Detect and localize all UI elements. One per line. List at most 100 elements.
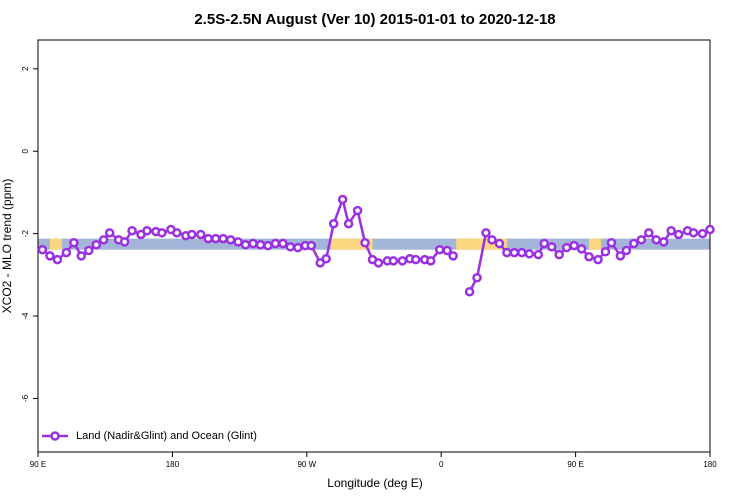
point bbox=[688, 228, 699, 238]
point bbox=[255, 240, 266, 250]
point bbox=[37, 244, 48, 255]
point bbox=[172, 228, 182, 238]
point bbox=[61, 247, 72, 258]
y-tick-label: 2 bbox=[21, 66, 30, 71]
x-tick-label: 0 bbox=[439, 460, 444, 469]
point bbox=[285, 242, 296, 252]
land-segment bbox=[49, 238, 62, 250]
point bbox=[127, 226, 137, 236]
point bbox=[621, 245, 632, 256]
point bbox=[315, 258, 325, 268]
point bbox=[270, 238, 281, 249]
point bbox=[263, 240, 273, 251]
point bbox=[554, 249, 564, 260]
point bbox=[91, 240, 101, 250]
point bbox=[52, 254, 63, 265]
point bbox=[203, 233, 213, 244]
point bbox=[606, 237, 617, 248]
point bbox=[524, 249, 535, 259]
point bbox=[411, 254, 421, 265]
point bbox=[517, 247, 527, 258]
y-axis-label: XCO2 - MLO trend (ppm) bbox=[0, 179, 14, 314]
x-tick-label: 90 E bbox=[30, 460, 46, 469]
ocean-band bbox=[38, 238, 710, 250]
point bbox=[343, 219, 354, 229]
x-tick-label: 90 W bbox=[297, 460, 316, 469]
point bbox=[84, 245, 94, 256]
point bbox=[196, 229, 206, 240]
point bbox=[509, 247, 520, 258]
point bbox=[388, 256, 399, 266]
point bbox=[218, 233, 228, 244]
point bbox=[293, 242, 303, 253]
point bbox=[593, 254, 603, 265]
point bbox=[360, 237, 370, 248]
point bbox=[442, 245, 452, 256]
point bbox=[487, 235, 497, 245]
point bbox=[278, 238, 288, 249]
point bbox=[76, 251, 87, 261]
x-axis-label: Longitude (deg E) bbox=[327, 476, 422, 490]
point bbox=[658, 237, 669, 247]
point bbox=[425, 256, 436, 266]
point bbox=[651, 235, 661, 245]
y-tick-label: 0 bbox=[21, 148, 30, 153]
land-segment bbox=[330, 238, 373, 250]
point bbox=[157, 228, 167, 238]
point bbox=[546, 242, 557, 252]
point bbox=[472, 272, 482, 283]
chart-title: 2.5S-2.5N August (Ver 10) 2015-01-01 to … bbox=[194, 11, 555, 28]
point bbox=[240, 240, 251, 250]
x-tick-label: 180 bbox=[166, 460, 180, 469]
point bbox=[697, 228, 708, 239]
y-tick-label: -2 bbox=[21, 230, 30, 238]
point bbox=[533, 249, 544, 260]
point bbox=[45, 251, 55, 261]
point bbox=[187, 229, 197, 240]
point bbox=[673, 229, 684, 240]
point bbox=[434, 244, 445, 255]
point bbox=[584, 251, 594, 262]
point bbox=[233, 237, 243, 247]
point bbox=[569, 240, 579, 251]
land-segment bbox=[456, 238, 507, 250]
point bbox=[705, 224, 715, 235]
point bbox=[666, 226, 676, 236]
x-tick-label: 90 E bbox=[567, 460, 583, 469]
point bbox=[328, 219, 339, 229]
point bbox=[69, 237, 79, 248]
point bbox=[98, 235, 109, 245]
point bbox=[600, 247, 611, 257]
point bbox=[615, 251, 626, 261]
plot-frame bbox=[37, 39, 711, 453]
legend-label: Land (Nadir&Glint) and Ocean (Glint) bbox=[76, 430, 257, 442]
point bbox=[142, 226, 152, 236]
point bbox=[636, 235, 647, 245]
point bbox=[448, 251, 458, 261]
point bbox=[561, 242, 572, 253]
point bbox=[539, 238, 549, 249]
point bbox=[119, 237, 130, 247]
point bbox=[629, 238, 639, 249]
point bbox=[104, 228, 115, 238]
legend-marker bbox=[50, 431, 60, 441]
point bbox=[373, 258, 384, 268]
point bbox=[225, 235, 236, 245]
point bbox=[644, 228, 654, 238]
point bbox=[464, 286, 475, 297]
y-tick-label: -4 bbox=[21, 312, 30, 320]
point bbox=[481, 228, 491, 238]
point bbox=[352, 205, 363, 216]
x-tick-label: 180 bbox=[703, 460, 717, 469]
point bbox=[321, 254, 331, 264]
point bbox=[397, 256, 408, 266]
point bbox=[248, 238, 258, 249]
point bbox=[494, 238, 505, 249]
point bbox=[210, 233, 221, 244]
land-segment bbox=[589, 238, 601, 250]
point bbox=[502, 247, 512, 258]
y-tick-label: -6 bbox=[21, 394, 30, 402]
point bbox=[306, 240, 317, 251]
point bbox=[576, 244, 587, 254]
